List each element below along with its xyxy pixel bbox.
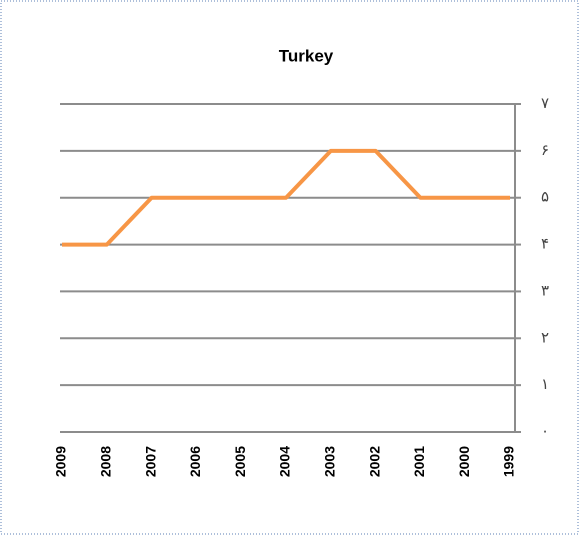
data-line: [62, 148, 510, 247]
chart-title: Turkey: [279, 46, 334, 65]
x-tick-label: 2007: [142, 446, 158, 477]
x-tick-label: 2000: [456, 446, 472, 477]
x-tick-label: 2003: [322, 446, 338, 477]
x-tick-label: 2009: [53, 446, 69, 477]
y-tick-label: ۱: [541, 376, 549, 393]
y-tick-label: ۷: [541, 95, 549, 112]
y-tick-label: ۰: [541, 423, 549, 440]
y-tick-label: ۳: [541, 282, 549, 299]
x-tick-label: 2001: [411, 446, 427, 477]
y-tick-label: ۴: [541, 236, 549, 253]
x-tick-label: 1999: [501, 446, 517, 477]
x-tick-label: 2006: [187, 446, 203, 477]
x-tick-label: 2005: [232, 446, 248, 477]
y-tick-label: ۲: [541, 329, 549, 346]
x-tick-label: 2008: [98, 446, 114, 477]
y-tick-label: ۵: [541, 189, 549, 206]
x-tick-label: 2002: [366, 446, 382, 477]
y-tick-label: ۶: [541, 142, 549, 159]
x-tick-label: 2004: [277, 446, 293, 477]
